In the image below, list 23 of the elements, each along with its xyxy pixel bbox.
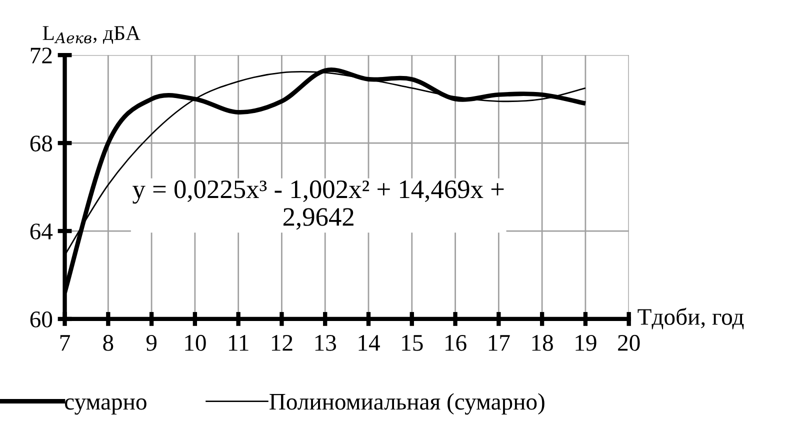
- x-tick-label: 18: [532, 334, 553, 351]
- legend-label: сумарно: [65, 398, 146, 415]
- x-tick-label: 14: [358, 335, 380, 351]
- x-tick-label: 7: [60, 335, 70, 351]
- y-axis-title: L$_{Аекв}$, дБА: [42, 26, 140, 44]
- y-tick-label: 64: [30, 224, 53, 240]
- x-tick-label: 9: [146, 334, 156, 351]
- x-tick-label: 20: [618, 334, 640, 351]
- y-tick-label: 60: [30, 311, 52, 328]
- x-tick-label: 10: [185, 334, 206, 351]
- x-tick-label: 15: [402, 335, 423, 351]
- x-tick-label: 19: [576, 334, 596, 351]
- x-axis-title: Тдоби, год: [638, 308, 744, 330]
- x-tick-label: 16: [446, 334, 466, 351]
- y-tick-label: 72: [30, 48, 52, 64]
- x-tick-label: 17: [488, 335, 510, 351]
- legend-label: Полиномиальная (сумарно): [270, 393, 544, 415]
- annotation: y = 0,0225x³ - 1,002x² + 14,469x + 2,9642: [132, 180, 504, 230]
- y-tick-label: 68: [30, 136, 52, 152]
- x-tick-label: 12: [272, 334, 292, 351]
- x-tick-label: 8: [103, 334, 114, 351]
- x-tick-label: 13: [315, 334, 336, 351]
- x-tick-label: 11: [229, 335, 248, 351]
